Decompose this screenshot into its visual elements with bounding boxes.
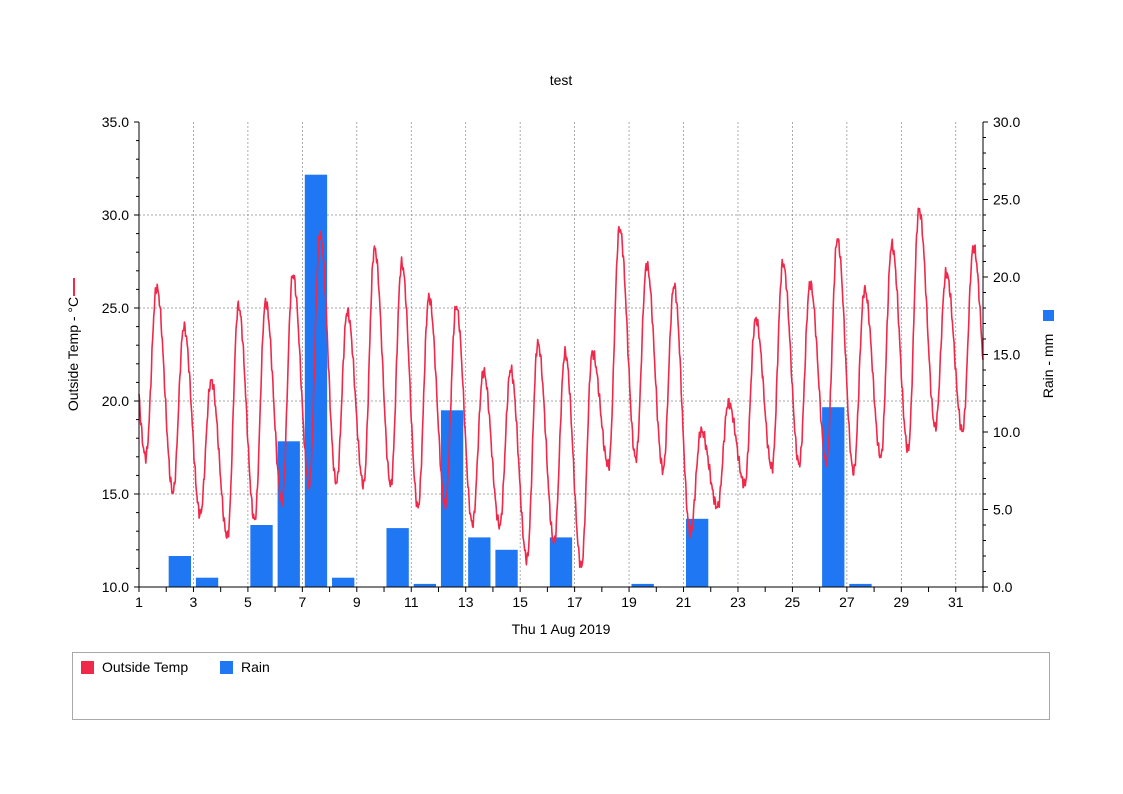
y-left-tick-label: 20.0	[102, 393, 129, 409]
legend-swatch-rain	[220, 660, 233, 674]
x-tick-label: 21	[676, 594, 692, 610]
rain-bar	[468, 537, 491, 587]
x-tick-label: 7	[298, 594, 306, 610]
x-tick-label: 3	[190, 594, 198, 610]
rain-bar	[386, 528, 409, 587]
y-right-tick-label: 5.0	[993, 502, 1013, 518]
x-tick-label: 5	[244, 594, 252, 610]
x-tick-label: 19	[621, 594, 637, 610]
x-tick-label: 9	[353, 594, 361, 610]
legend-label-outside-temp: Outside Temp	[102, 659, 189, 675]
y-right-tick-label: 25.0	[993, 192, 1020, 208]
rain-axis-marker-icon	[1043, 310, 1054, 321]
y-right-tick-label: 10.0	[993, 424, 1020, 440]
y-left-tick-label: 25.0	[102, 300, 129, 316]
grid	[139, 122, 983, 587]
legend-item-rain[interactable]: Rain	[220, 659, 270, 675]
y-axis-right-label: Rain - mm	[1040, 334, 1056, 399]
y-right-tick-label: 15.0	[993, 347, 1020, 363]
y-right-tick-label: 30.0	[993, 114, 1020, 130]
legend-item-outside-temp[interactable]: Outside Temp	[81, 659, 188, 675]
y-left-tick-label: 15.0	[102, 486, 129, 502]
y-left-tick-label: 30.0	[102, 207, 129, 223]
rain-bar	[413, 583, 437, 587]
legend-label-rain: Rain	[241, 659, 270, 675]
rain-bars	[168, 174, 872, 587]
x-tick-label: 29	[894, 594, 910, 610]
outside-temp-line	[138, 207, 984, 569]
rain-bar	[277, 441, 300, 587]
x-tick-label: 13	[458, 594, 474, 610]
rain-bar	[495, 549, 518, 587]
y-right-tick-label: 0.0	[993, 579, 1013, 595]
y-left-tick-label: 10.0	[102, 579, 129, 595]
rain-bar	[685, 518, 709, 587]
rain-bar	[168, 556, 192, 587]
rain-bar	[440, 410, 464, 587]
legend: Outside Temp Rain	[72, 652, 1050, 720]
legend-swatch-outside-temp	[81, 660, 94, 674]
x-tick-label: 25	[785, 594, 801, 610]
y-axis-left-label: Outside Temp - °C	[65, 297, 81, 411]
rain-bar	[250, 525, 273, 587]
chart-title: test	[550, 72, 573, 88]
rain-bar	[195, 577, 219, 587]
x-tick-label: 27	[839, 594, 855, 610]
rain-bar	[332, 577, 355, 587]
x-tick-label: 17	[567, 594, 583, 610]
x-axis-label: Thu 1 Aug 2019	[512, 621, 611, 637]
rain-bar	[304, 174, 328, 587]
rain-bar	[549, 537, 573, 587]
rain-bar	[631, 583, 654, 587]
x-tick-label: 31	[948, 594, 964, 610]
x-tick-label: 1	[135, 594, 143, 610]
rain-bar	[822, 407, 845, 587]
y-left-tick-label: 35.0	[102, 114, 129, 130]
axes: 10.0 15.0 20.0 25.0 30.0 35.0 0.0 5.0 10.0 15.0 20…	[102, 114, 1021, 610]
temp-line-layer	[138, 207, 984, 569]
x-tick-label: 15	[512, 594, 528, 610]
rain-bar	[849, 583, 872, 587]
x-tick-label: 23	[730, 594, 746, 610]
y-right-tick-label: 20.0	[993, 269, 1020, 285]
x-tick-label: 11	[404, 594, 419, 610]
